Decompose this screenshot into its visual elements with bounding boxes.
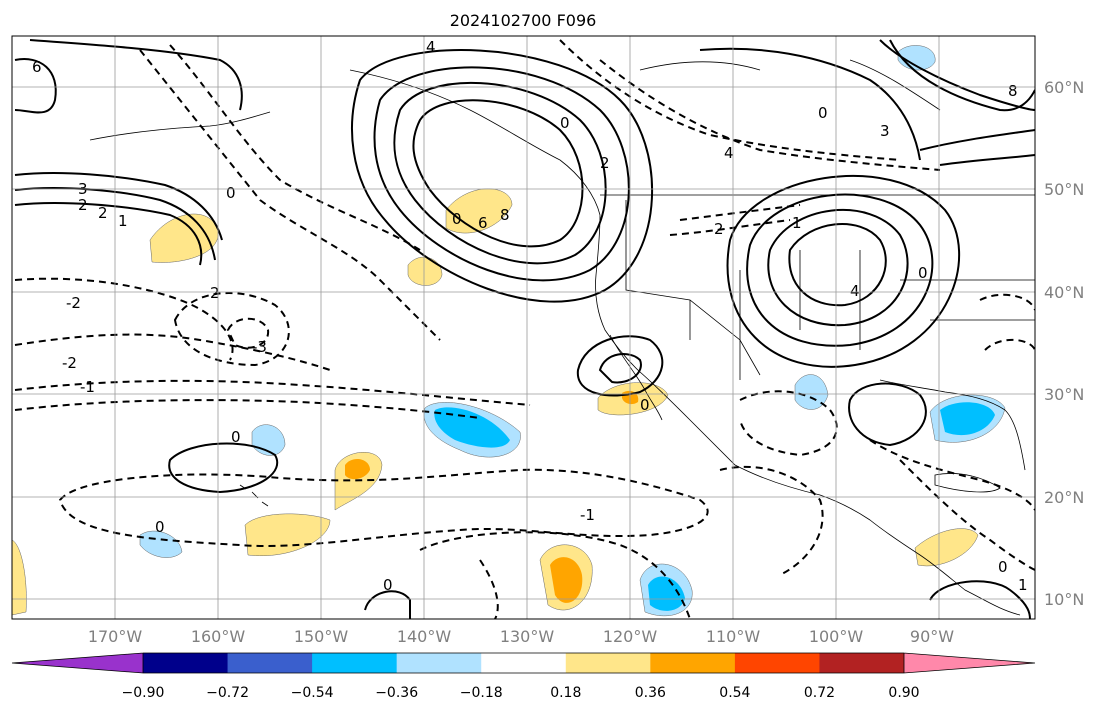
lon-label: 140°W (397, 627, 452, 646)
contour-label: -1 (580, 506, 595, 524)
contour-label: 8 (1008, 82, 1018, 100)
colorbar-segment (481, 653, 567, 673)
contour-label: 1 (118, 212, 128, 230)
lat-label: 50°N (1044, 180, 1084, 199)
contour-label: 4 (850, 282, 860, 300)
colorbar-tick-label: −0.36 (375, 685, 418, 701)
lon-label: 160°W (191, 627, 246, 646)
contour-label: 6 (478, 214, 488, 232)
lon-label: 90°W (910, 627, 954, 646)
colorbar: −0.90 −0.72 −0.54 −0.36 −0.18 0.18 0.36 0.54 0.7… (11, 652, 1036, 701)
contour-label: 0 (560, 114, 570, 132)
colorbar-tick-label: 0.54 (719, 685, 750, 701)
contour-label: -3 (252, 338, 267, 356)
map-title: 2024102700 F096 (450, 11, 597, 30)
colorbar-segment (396, 653, 482, 673)
contours (14, 39, 1035, 619)
longitude-labels: 170°W 160°W 150°W 140°W 130°W 120°W 110°… (88, 627, 954, 646)
contour-label: 2 (78, 196, 88, 214)
lat-label: 40°N (1044, 283, 1084, 302)
gridlines (12, 36, 1035, 619)
contour-labels: 6 3 2 1 0 4 0 2 -2 -2 -1 -3 2 0 6 8 4 2 … (32, 38, 1028, 594)
colorbar-tick-label: −0.54 (291, 685, 334, 701)
colorbar-segment (312, 653, 398, 673)
contour-label: -1 (80, 378, 95, 396)
colorbar-extend-low (12, 653, 143, 673)
lon-label: 100°W (809, 627, 864, 646)
colorbar-segment (143, 653, 229, 673)
contour-label: -2 (66, 294, 81, 312)
contour-label: 0 (383, 576, 393, 594)
latitude-labels: 60°N 50°N 40°N 30°N 20°N 10°N (1044, 78, 1084, 609)
colorbar-tick-label: 0.72 (804, 685, 835, 701)
lon-label: 170°W (88, 627, 143, 646)
colorbar-tick-label: 0.18 (550, 685, 581, 701)
contour-label: 6 (32, 58, 42, 76)
colorbar-tick-label: 0.36 (635, 685, 666, 701)
contour-label: 2 (714, 220, 724, 238)
contour-label: 8 (500, 206, 510, 224)
map-frame (11, 35, 1036, 620)
contour-label: 1 (792, 214, 802, 232)
contour-label: 1 (1018, 576, 1028, 594)
contour-label: 4 (426, 38, 436, 56)
lat-label: 60°N (1044, 78, 1084, 97)
colorbar-segment (227, 653, 313, 673)
contour-label: 2 (600, 154, 610, 172)
lon-label: 110°W (706, 627, 761, 646)
contour-label: 0 (231, 428, 241, 446)
colorbar-extend-high (904, 653, 1035, 673)
contour-label: 2 (210, 284, 220, 302)
lon-label: 120°W (603, 627, 658, 646)
lat-label: 20°N (1044, 488, 1084, 507)
colorbar-tick-label: −0.72 (206, 685, 249, 701)
lat-label: 10°N (1044, 590, 1084, 609)
contour-label: 3 (880, 122, 890, 140)
colorbar-segment (565, 653, 651, 673)
colorbar-tick-label: 0.90 (888, 685, 919, 701)
lon-label: 130°W (500, 627, 555, 646)
contour-label: -2 (62, 354, 77, 372)
contour-label: 0 (226, 184, 236, 202)
contour-label: 0 (155, 518, 165, 536)
negative-shading (139, 45, 1006, 617)
colorbar-tick-label: −0.90 (122, 685, 165, 701)
contour-label: 0 (998, 558, 1008, 576)
contour-label: 4 (724, 144, 734, 162)
contour-label: 0 (640, 396, 650, 414)
lon-label: 150°W (294, 627, 349, 646)
contour-label: 0 (818, 104, 828, 122)
colorbar-tick-label: −0.18 (460, 685, 503, 701)
colorbar-segment (650, 653, 736, 673)
colorbar-segment (819, 653, 905, 673)
colorbar-segment (734, 653, 820, 673)
contour-label: 0 (452, 210, 462, 228)
lat-label: 30°N (1044, 385, 1084, 404)
contour-label: 2 (98, 204, 108, 222)
contour-label: 0 (918, 264, 928, 282)
